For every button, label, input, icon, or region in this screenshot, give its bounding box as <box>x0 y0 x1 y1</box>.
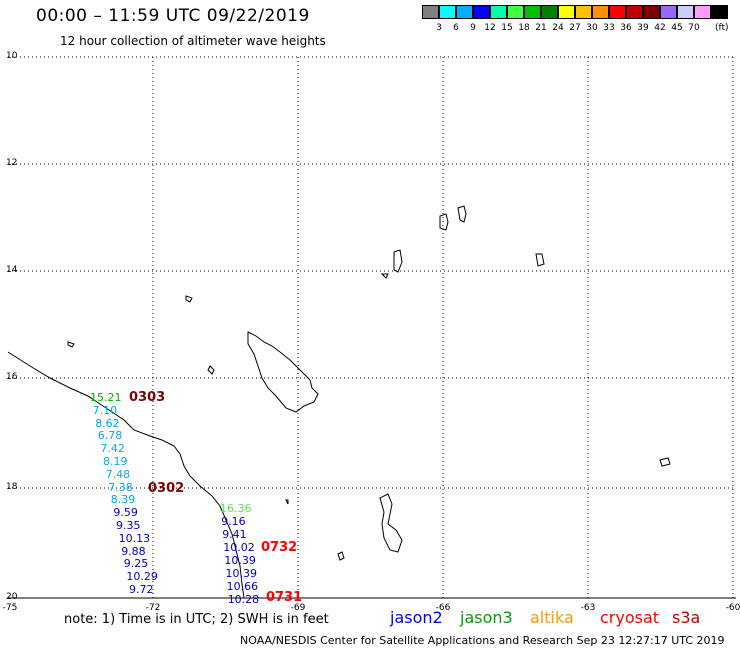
longitude-tick-label: -72 <box>145 603 161 613</box>
wave-height-value: 7.10 <box>92 403 118 417</box>
coastline <box>7 205 671 599</box>
longitude-tick-label: -63 <box>580 603 596 613</box>
wave-height-value: 10.66 <box>226 580 259 593</box>
color-tick-label: 21 <box>535 23 547 33</box>
color-swatch <box>575 5 592 19</box>
wave-height-value: 8.19 <box>103 455 128 468</box>
color-swatch <box>694 5 711 19</box>
wave-height-value: 7.38 <box>108 480 133 494</box>
color-tick-label: 33 <box>603 23 615 33</box>
color-tick-label: 18 <box>518 23 530 33</box>
wave-height-value: 6.78 <box>97 429 123 443</box>
latitude-tick-label: 18 <box>6 482 18 492</box>
longitude-tick-label: -75 <box>2 603 18 613</box>
color-tick-label: 70 <box>688 23 700 33</box>
color-swatch <box>507 5 524 19</box>
color-swatch <box>490 5 507 19</box>
satellite-legend-item: cryosat <box>600 608 660 627</box>
color-tick-label: 3 <box>436 23 442 33</box>
color-tick-label: 9 <box>470 23 476 33</box>
graticule <box>8 56 736 598</box>
pass-time-label: 0303 <box>129 390 166 405</box>
latitude-tick-label: 12 <box>6 158 18 168</box>
color-unit-label: (ft) <box>715 23 729 33</box>
color-swatch <box>677 5 694 19</box>
color-swatch <box>660 5 677 19</box>
longitude-tick-label: -69 <box>290 603 306 613</box>
footer-credit: NOAA/NESDIS Center for Satellite Applica… <box>240 634 725 647</box>
wave-height-value: 10.39 <box>224 554 256 567</box>
longitude-tick-label: -60 <box>725 603 740 613</box>
color-tick-label: 27 <box>569 23 581 33</box>
wave-height-value: 10.13 <box>118 531 151 545</box>
satellite-legend-item: s3a <box>672 608 701 627</box>
pass-time-label: 0302 <box>148 481 185 496</box>
wave-height-value: 9.25 <box>123 557 149 571</box>
wave-height-value: 9.16 <box>221 515 246 528</box>
color-tick-label: 42 <box>654 23 666 33</box>
page-title: 00:00 – 11:59 UTC 09/22/2019 <box>36 6 310 26</box>
color-swatch <box>456 5 473 19</box>
wave-height-value: 15.21 <box>90 391 122 404</box>
satellite-legend-item: altika <box>530 608 574 627</box>
color-swatch <box>711 5 728 19</box>
color-tick-label: 39 <box>637 23 649 33</box>
wave-height-value: 7.48 <box>105 467 131 481</box>
satellite-legend-item: jason3 <box>460 608 513 627</box>
wave-height-value: 9.59 <box>113 506 138 520</box>
color-swatch <box>524 5 541 19</box>
wave-height-value: 9.88 <box>121 544 146 558</box>
wave-height-value: 10.29 <box>126 570 158 584</box>
latitude-tick-label: 14 <box>6 265 18 275</box>
color-tick-label: 6 <box>453 23 459 33</box>
color-swatch <box>541 5 558 19</box>
color-swatch <box>473 5 490 19</box>
page-subtitle: 12 hour collection of altimeter wave hei… <box>60 34 326 48</box>
latitude-tick-label: 20 <box>6 592 18 602</box>
wave-height-value: 9.41 <box>222 528 247 541</box>
color-swatch <box>422 5 439 19</box>
pass-time-label: 0732 <box>261 540 298 555</box>
wave-height-value: 8.39 <box>110 493 136 507</box>
color-swatch <box>558 5 575 19</box>
color-swatch <box>643 5 660 19</box>
note-text: note: 1) Time is in UTC; 2) SWH is in fe… <box>64 612 329 627</box>
color-tick-label: 45 <box>671 23 683 33</box>
color-swatch <box>626 5 643 19</box>
wave-height-value: 10.28 <box>227 593 260 606</box>
color-tick-label: 24 <box>552 23 564 33</box>
color-swatch <box>609 5 626 19</box>
latitude-tick-label: 10 <box>6 51 18 61</box>
color-swatch <box>439 5 456 19</box>
wave-height-value: 10.39 <box>225 567 258 580</box>
pass-time-label: 0731 <box>266 590 303 605</box>
wave-height-value: 16.36 <box>220 502 252 515</box>
wave-height-value: 9.72 <box>129 583 154 596</box>
longitude-tick-label: -66 <box>435 603 451 613</box>
satellite-legend-item: jason2 <box>390 608 443 627</box>
color-tick-label: 15 <box>501 23 513 33</box>
color-swatch <box>592 5 609 19</box>
wave-height-value: 9.35 <box>116 519 141 532</box>
latitude-tick-label: 16 <box>6 372 18 382</box>
color-tick-label: 30 <box>586 23 598 33</box>
wave-height-value: 10.02 <box>223 541 255 554</box>
color-tick-label: 12 <box>484 23 496 33</box>
wave-height-value: 7.42 <box>100 442 125 456</box>
color-tick-label: 36 <box>620 23 632 33</box>
wave-height-value: 8.62 <box>95 416 120 430</box>
